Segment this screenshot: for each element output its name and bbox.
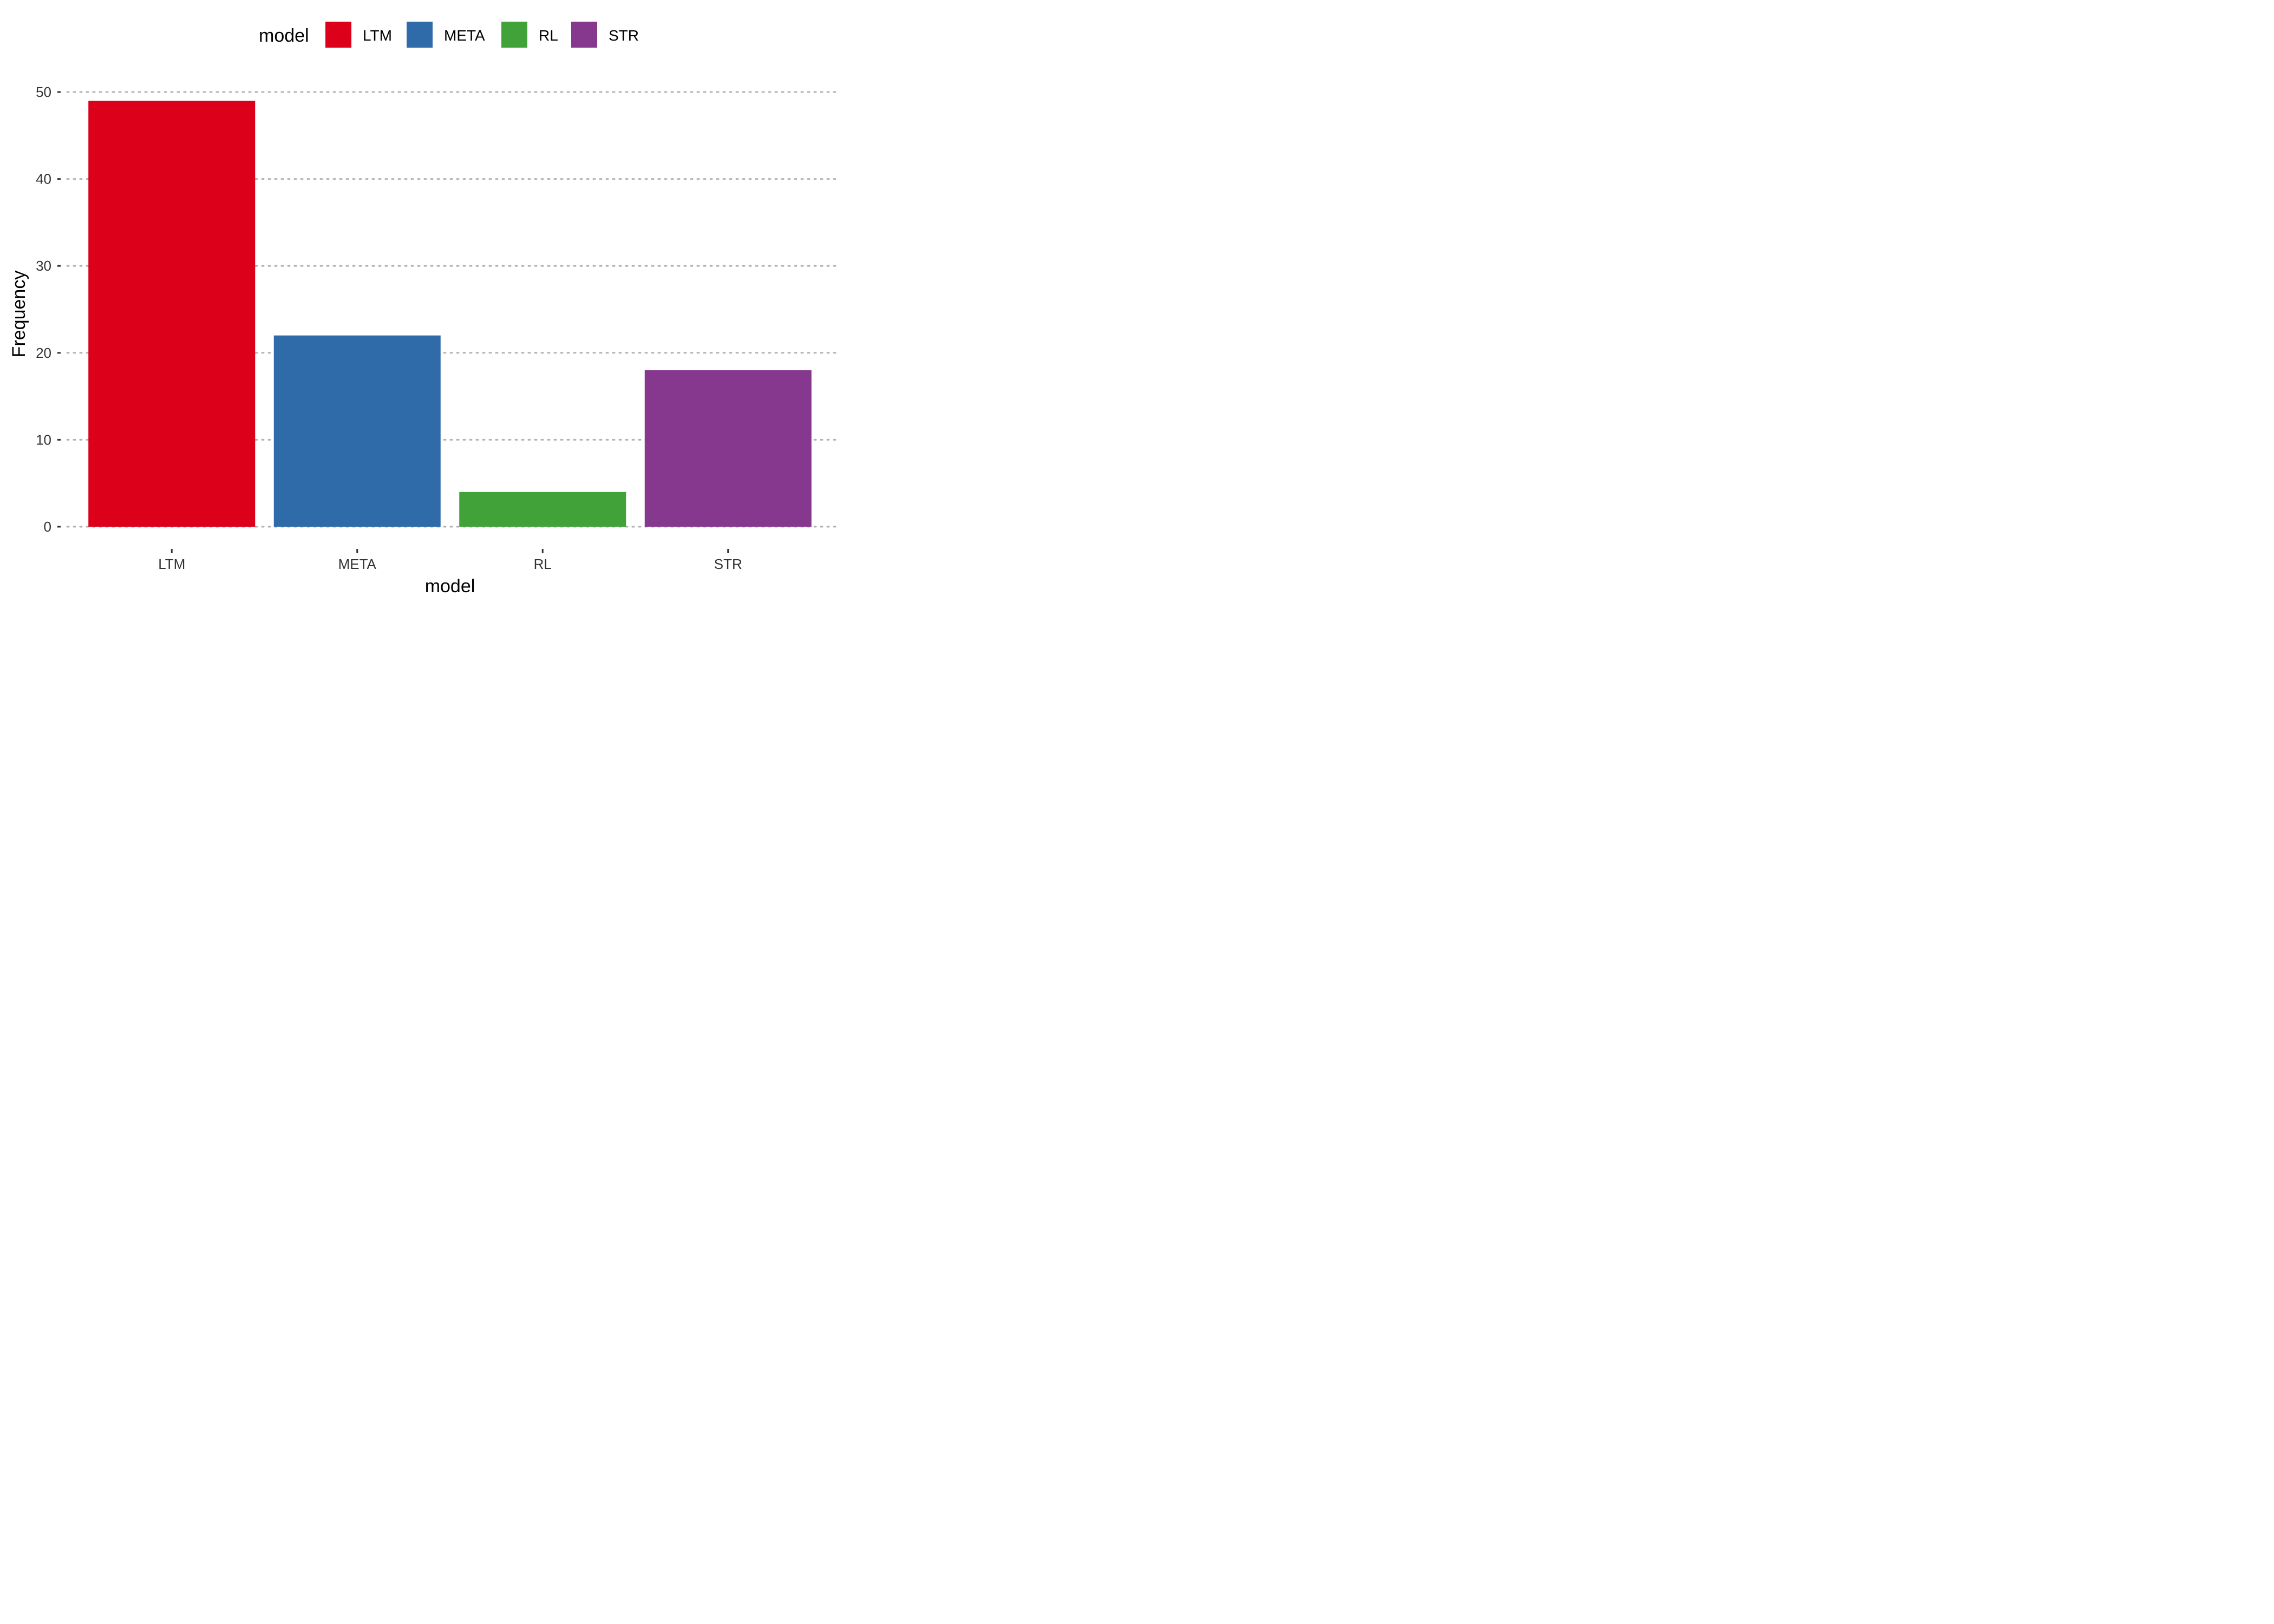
y-axis-title: Frequency <box>9 271 29 358</box>
y-tick-label: 40 <box>36 171 51 187</box>
legend-key-str <box>570 21 598 49</box>
legend-label-rl: RL <box>539 27 558 44</box>
x-axis: LTM META RL STR <box>158 549 742 572</box>
legend-label-ltm: LTM <box>363 27 392 44</box>
bars <box>88 101 812 527</box>
x-tick-label: STR <box>714 556 742 572</box>
legend-label-meta: META <box>444 27 485 44</box>
y-tick-label: 0 <box>44 519 51 535</box>
bar-chart: model LTM META RL STR 0 10 20 30 40 50 LTM META RL… <box>9 21 839 597</box>
y-tick-label: 20 <box>36 345 51 361</box>
x-tick-label: LTM <box>158 556 185 572</box>
legend: model LTM META RL STR <box>259 21 639 49</box>
legend-key-meta <box>406 21 434 49</box>
y-tick-label: 50 <box>36 84 51 100</box>
x-tick-label: META <box>338 556 377 572</box>
bar-ltm <box>88 101 256 527</box>
legend-key-rl <box>500 21 528 49</box>
legend-key-ltm <box>324 21 352 49</box>
y-axis: 0 10 20 30 40 50 <box>36 84 61 535</box>
y-tick-label: 10 <box>36 431 51 448</box>
x-tick-label: RL <box>534 556 552 572</box>
y-tick-label: 30 <box>36 258 51 274</box>
x-axis-title: model <box>425 576 475 597</box>
bar-str <box>644 370 812 527</box>
bar-meta <box>273 335 441 527</box>
legend-label-str: STR <box>609 27 639 44</box>
bar-rl <box>459 492 626 527</box>
legend-title: model <box>259 25 309 46</box>
